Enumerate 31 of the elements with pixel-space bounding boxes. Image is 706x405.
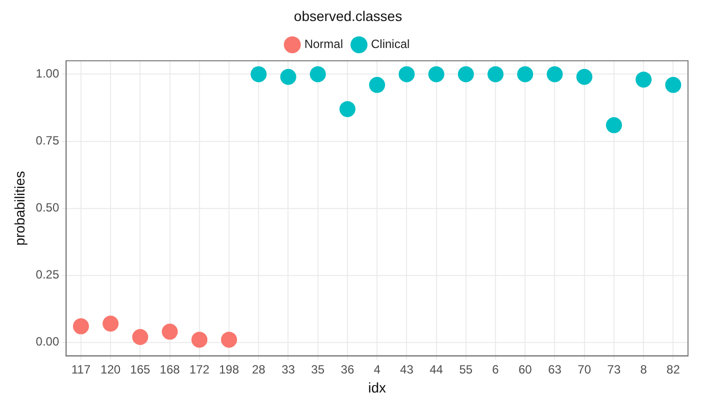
- x-tick-label: 82: [666, 362, 680, 376]
- x-tick-label: 120: [100, 362, 121, 376]
- x-tick-label: 33: [282, 362, 296, 376]
- x-axis-title: idx: [368, 379, 386, 396]
- y-tick-label: 0.25: [36, 268, 60, 282]
- legend-title: observed.classes: [294, 8, 402, 24]
- x-tick-label: 60: [518, 362, 532, 376]
- legend-label: Normal: [304, 37, 343, 52]
- x-tick-label: 8: [640, 362, 648, 376]
- legend-label: Clinical: [370, 37, 410, 52]
- x-tick-label: 168: [160, 362, 180, 376]
- x-tick-label: 44: [430, 362, 444, 376]
- x-tick-label: 28: [252, 362, 266, 376]
- x-tick-label: 172: [189, 362, 210, 376]
- y-tick-label: 0.75: [36, 134, 60, 148]
- x-tick-label: 63: [548, 362, 562, 376]
- x-tick-label: 43: [400, 362, 414, 376]
- x-tick-label: 165: [130, 362, 151, 376]
- x-tick-label: 70: [578, 362, 592, 376]
- y-axis-title: probabilities: [11, 170, 28, 246]
- y-tick-label: 0.00: [36, 334, 60, 349]
- x-tick-label: 198: [219, 362, 240, 376]
- x-tick-label: 6: [492, 362, 500, 376]
- y-tick-label: 1.00: [36, 66, 60, 81]
- x-tick-label: 55: [459, 362, 473, 376]
- x-tick-label: 117: [71, 362, 91, 376]
- y-tick-label: 0.50: [36, 200, 60, 215]
- x-tick-label: 36: [340, 362, 354, 376]
- x-tick-label: 35: [311, 362, 325, 376]
- x-tick-label: 73: [607, 362, 621, 376]
- x-tick-label: 4: [374, 362, 381, 376]
